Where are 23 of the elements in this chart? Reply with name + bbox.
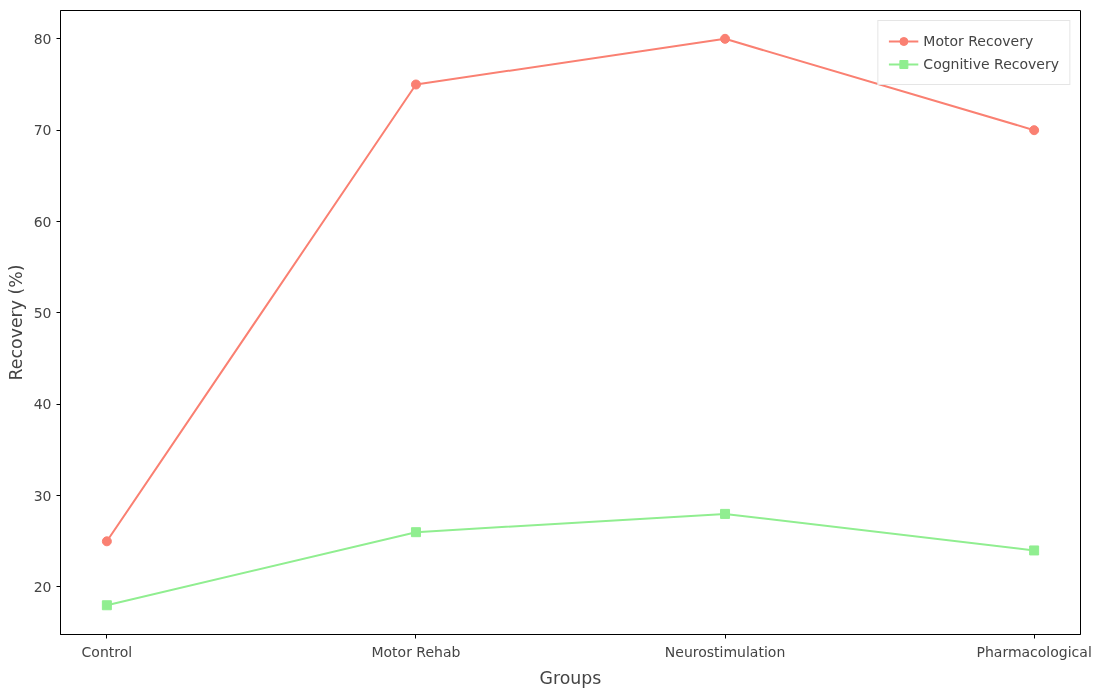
point: [720, 508, 731, 519]
y-tick-label: 20: [33, 578, 52, 595]
x-tick-label: Pharmacological: [976, 643, 1092, 660]
y-tick-label: 60: [33, 213, 52, 230]
y-tick-label: 80: [33, 30, 52, 47]
point: [101, 600, 112, 611]
y-tick-label: 30: [33, 487, 52, 504]
x-tick-label: Neurostimulation: [664, 643, 786, 660]
x-tick-label: Motor Rehab: [371, 643, 461, 660]
y-tick-label: 50: [33, 304, 52, 321]
y-axis-title: Recovery (%): [5, 264, 26, 381]
point: [720, 33, 731, 44]
point: [410, 79, 421, 90]
y-tick-label: 70: [33, 122, 52, 139]
x-axis-title: Groups: [539, 667, 602, 688]
point: [101, 536, 112, 547]
legend-label: Motor Recovery: [923, 33, 1034, 49]
y-tick-label: 40: [33, 396, 52, 413]
point: [1029, 545, 1040, 556]
point: [410, 527, 421, 538]
legend-label: Cognitive Recovery: [923, 56, 1059, 72]
x-tick-label: Control: [81, 643, 133, 660]
point: [1029, 125, 1040, 136]
